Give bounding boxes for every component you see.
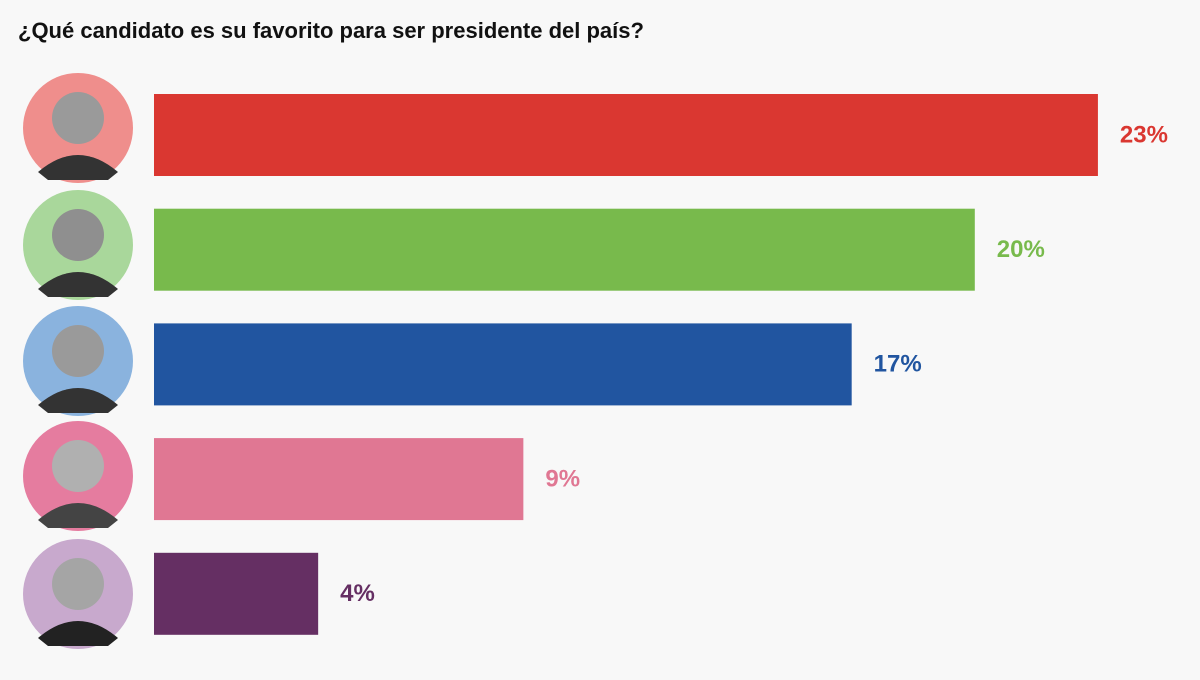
portrait	[23, 306, 133, 416]
portrait	[23, 190, 133, 300]
value-label: 20%	[997, 236, 1045, 263]
value-label: 9%	[545, 465, 580, 492]
chart-title: ¿Qué candidato es su favorito para ser p…	[18, 18, 644, 43]
portrait	[23, 73, 133, 183]
value-label: 17%	[874, 351, 922, 378]
portraits	[23, 73, 133, 649]
portrait	[23, 421, 133, 531]
bar	[154, 94, 1098, 176]
value-label: 23%	[1120, 121, 1168, 148]
bar	[154, 438, 524, 521]
bar	[154, 552, 319, 635]
portrait	[23, 539, 133, 649]
bar	[154, 323, 852, 406]
bar	[154, 208, 975, 291]
value-label: 4%	[340, 580, 375, 607]
